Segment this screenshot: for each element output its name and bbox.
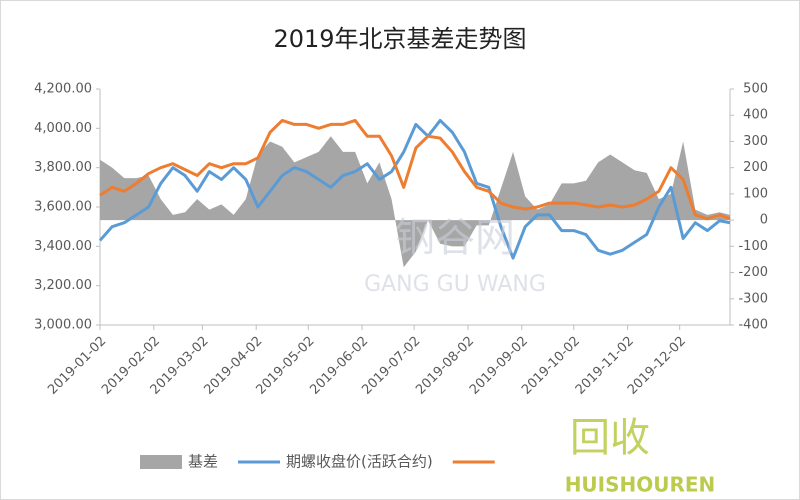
y2-tick-label: -100 xyxy=(738,239,768,254)
basis-area xyxy=(100,136,730,268)
watermark: 钢谷网 xyxy=(395,215,515,261)
watermark: GANG GU WANG xyxy=(364,272,546,297)
y-tick-label: 3,200.00 xyxy=(34,278,92,293)
y-tick-label: 3,800.00 xyxy=(34,160,92,175)
watermark: HUISHOUREN xyxy=(565,473,716,497)
y-tick-label: 3,400.00 xyxy=(34,239,92,254)
y2-tick-label: 100 xyxy=(743,186,768,201)
y-tick-label: 4,000.00 xyxy=(34,121,92,136)
legend-label: 期螺收盘价(活跃合约) xyxy=(286,453,433,471)
y2-tick-label: 400 xyxy=(743,108,768,123)
y2-tick-label: 0 xyxy=(760,213,768,228)
y2-tick-label: -400 xyxy=(738,318,768,333)
y2-tick-label: 200 xyxy=(743,160,768,175)
legend-swatch xyxy=(140,455,182,469)
series-line xyxy=(99,118,731,221)
watermark: 回收 xyxy=(570,415,650,461)
y2-tick-label: 500 xyxy=(743,82,768,97)
y2-tick-label: 300 xyxy=(743,134,768,149)
y-tick-label: 3,000.00 xyxy=(34,318,92,333)
y2-tick-label: -300 xyxy=(738,291,768,306)
y-tick-label: 3,600.00 xyxy=(34,200,92,215)
legend-label: 基差 xyxy=(188,453,218,471)
y2-tick-label: -200 xyxy=(738,265,768,280)
series-line xyxy=(98,118,731,260)
chart-title: 2019年北京基差走势图 xyxy=(273,25,526,53)
y-tick-label: 4,200.00 xyxy=(34,82,92,97)
